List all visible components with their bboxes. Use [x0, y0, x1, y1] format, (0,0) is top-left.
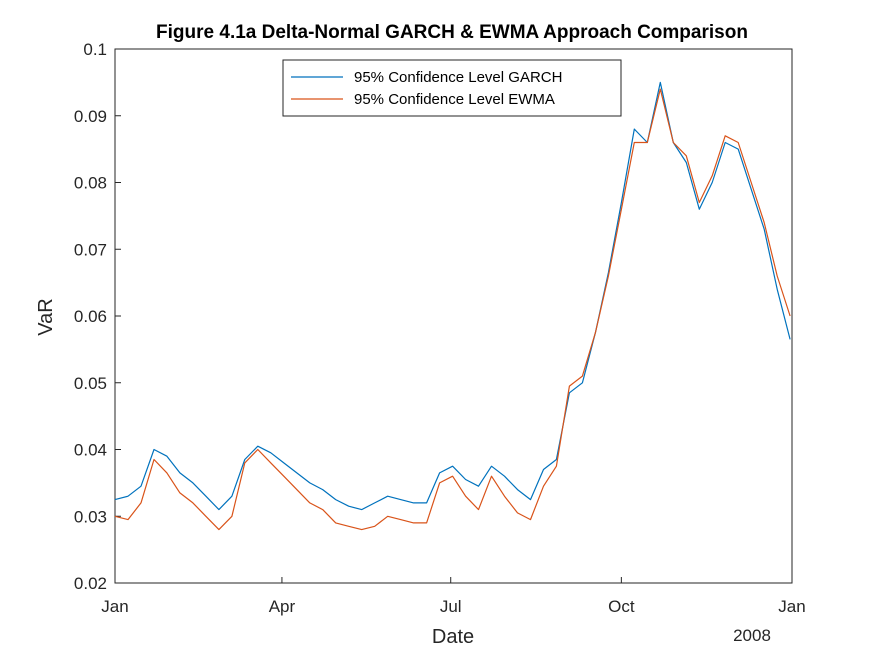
chart-title: Figure 4.1a Delta-Normal GARCH & EWMA Ap… — [156, 22, 748, 43]
legend-label-ewma: 95% Confidence Level EWMA — [354, 91, 555, 108]
y-tick-label: 0.1 — [83, 40, 107, 59]
series-line-garch — [114, 81, 791, 511]
x-tick-label: Jul — [440, 597, 462, 616]
plot-area — [114, 48, 793, 584]
y-tick-label: 0.02 — [74, 574, 107, 593]
x-tick-label: Jan — [101, 597, 128, 616]
legend: 95% Confidence Level GARCH 95% Confidenc… — [282, 59, 622, 117]
series-line-ewma — [114, 88, 791, 531]
y-tick-label: 0.09 — [74, 107, 107, 126]
legend-box — [282, 59, 622, 117]
y-axis-title: VaR — [35, 298, 57, 335]
y-tick-label: 0.08 — [74, 174, 107, 193]
x-secondary-label: 2008 — [733, 626, 771, 645]
x-tick-label: Oct — [608, 597, 635, 616]
x-axis-title: Date — [432, 626, 474, 648]
y-tick-label: 0.07 — [74, 240, 107, 259]
y-tick-label: 0.05 — [74, 374, 107, 393]
x-tick-label: Jan — [778, 597, 805, 616]
y-axis: 0.02 0.03 0.04 0.05 0.06 0.07 0.08 0.09 0.1 — [74, 40, 121, 593]
y-tick-label: 0.04 — [74, 441, 107, 460]
series-layer — [114, 81, 791, 531]
y-tick-label: 0.06 — [74, 307, 107, 326]
x-tick-label: Apr — [269, 597, 296, 616]
legend-label-garch: 95% Confidence Level GARCH — [354, 69, 562, 86]
x-axis: Jan Apr Jul Oct Jan — [101, 577, 806, 616]
y-tick-label: 0.03 — [74, 507, 107, 526]
